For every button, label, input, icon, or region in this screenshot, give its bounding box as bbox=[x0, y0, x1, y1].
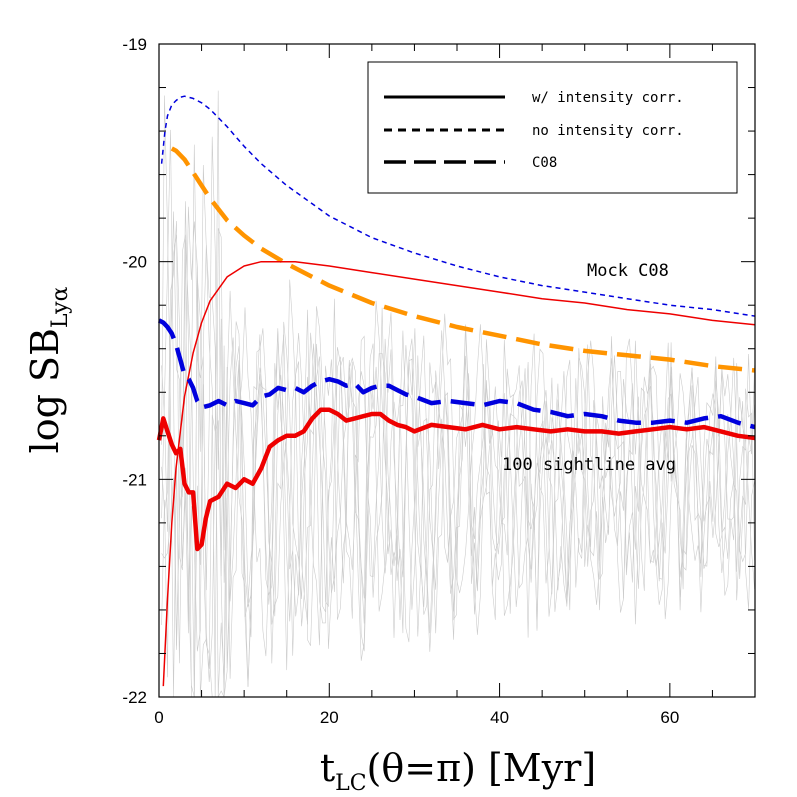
y-axis-label: log SBLyα bbox=[23, 286, 73, 453]
legend-label-dashed: C08 bbox=[532, 155, 557, 171]
y-axis-label-main: log SB bbox=[23, 328, 67, 453]
annotation-mock-c08: Mock C08 bbox=[587, 261, 669, 281]
legend-label-dotted: no intensity corr. bbox=[532, 123, 684, 139]
x-tick-label: 0 bbox=[154, 708, 163, 727]
legend-label-solid: w/ intensity corr. bbox=[532, 90, 684, 106]
sightline-6 bbox=[161, 95, 755, 698]
series-line-mock-solid-3 bbox=[162, 260, 756, 687]
y-tick-label: -19 bbox=[122, 35, 147, 54]
legend-box bbox=[367, 61, 738, 194]
series-layer bbox=[156, 95, 756, 687]
sightline-noise-layer bbox=[161, 90, 755, 698]
y-tick-label: -20 bbox=[122, 253, 147, 272]
y-tick-label: -21 bbox=[122, 470, 147, 489]
series-line-avg-solid-5 bbox=[156, 407, 756, 552]
series-line-mock-dashed-2 bbox=[170, 146, 756, 373]
series-line-mock-dotted-1 bbox=[160, 95, 756, 317]
x-tick-label: 20 bbox=[320, 708, 339, 727]
x-axis-label-main: t bbox=[320, 746, 335, 790]
x-axis-label: tLC(θ=π) [Myr] bbox=[320, 746, 596, 796]
series-line-avg-dashed-4 bbox=[157, 318, 756, 430]
x-tick-label: 40 bbox=[490, 708, 509, 727]
annotation-sightline-avg: 100 sightline avg bbox=[502, 455, 676, 475]
tick-layer: 0 20 40 60 -22 -21 -20 -19 bbox=[122, 35, 756, 727]
x-axis-label-sub: LC bbox=[335, 771, 366, 796]
sightline-1 bbox=[161, 136, 755, 698]
legend: w/ intensity corr. no intensity corr. C0… bbox=[367, 61, 738, 194]
x-axis-label-rest: (θ=π) [Myr] bbox=[367, 746, 597, 790]
y-tick-label: -22 bbox=[122, 688, 147, 707]
x-tick-label: 60 bbox=[660, 708, 679, 727]
y-axis-label-sub: Lyα bbox=[48, 286, 73, 328]
